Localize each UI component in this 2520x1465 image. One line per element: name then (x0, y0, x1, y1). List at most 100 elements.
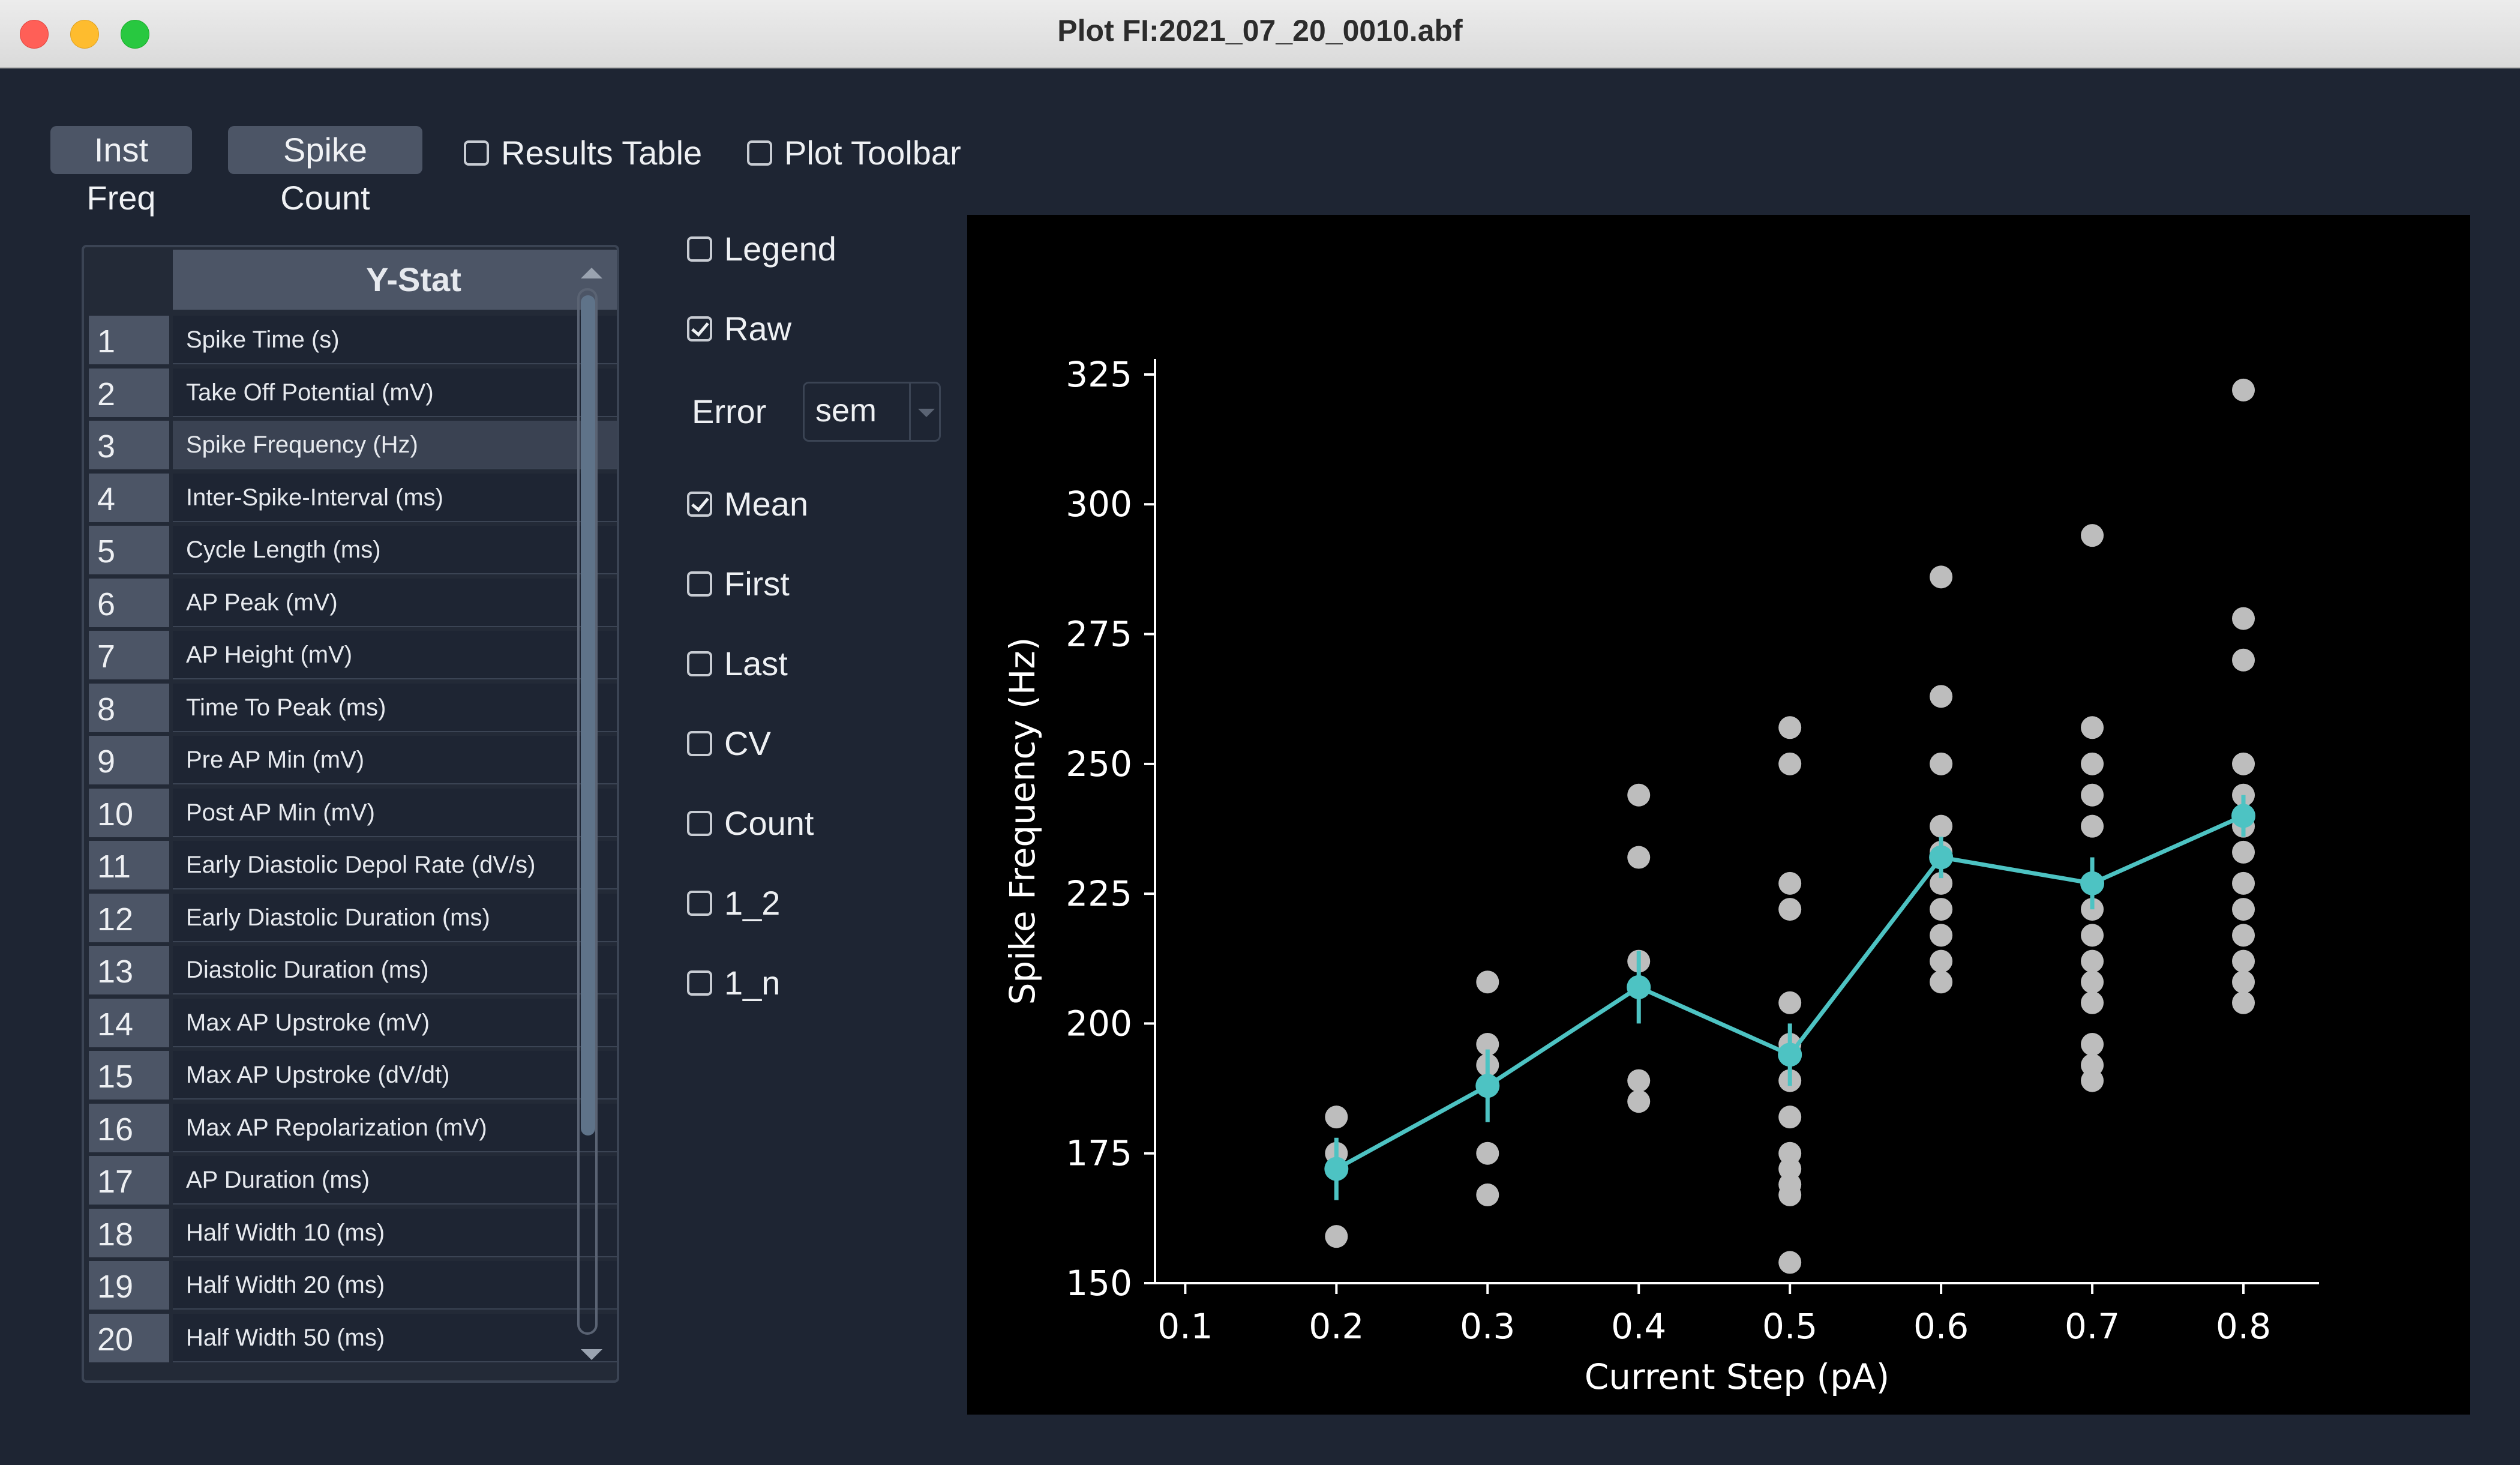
scroll-up-arrow-icon[interactable] (581, 268, 602, 278)
checkbox-box[interactable] (687, 810, 712, 836)
row-number[interactable]: 4 (89, 473, 169, 522)
raw-checkbox[interactable]: Raw (687, 309, 791, 348)
table-row[interactable]: 18 Half Width 10 (ms) (89, 1208, 617, 1262)
minimize-window-button[interactable] (70, 20, 99, 49)
scroll-down-arrow-icon[interactable] (581, 1349, 602, 1360)
row-number[interactable]: 14 (89, 998, 169, 1047)
row-stat-label[interactable]: Half Width 10 (ms) (173, 1208, 617, 1257)
one-two-checkbox[interactable]: 1_2 (687, 883, 780, 922)
row-number[interactable]: 18 (89, 1208, 169, 1257)
plot-toolbar-checkbox[interactable]: Plot Toolbar (747, 133, 961, 172)
checkbox-box[interactable] (687, 730, 712, 756)
row-stat-label[interactable]: Max AP Upstroke (mV) (173, 998, 617, 1047)
row-number[interactable]: 5 (89, 526, 169, 574)
row-number[interactable]: 6 (89, 578, 169, 627)
table-row[interactable]: 7 AP Height (mV) (89, 631, 617, 684)
table-row[interactable]: 2 Take Off Potential (mV) (89, 368, 617, 421)
row-number[interactable]: 17 (89, 1156, 169, 1205)
row-stat-label[interactable]: Time To Peak (ms) (173, 683, 617, 732)
row-stat-label[interactable]: AP Height (mV) (173, 631, 617, 679)
table-row[interactable]: 10 Post AP Min (mV) (89, 788, 617, 841)
scrollbar-track[interactable] (577, 288, 598, 1335)
row-number[interactable]: 12 (89, 893, 169, 942)
spike-count-button[interactable]: Spike Count (228, 126, 422, 217)
table-row[interactable]: 11 Early Diastolic Depol Rate (dV/s) (89, 841, 617, 894)
row-number[interactable]: 19 (89, 1261, 169, 1310)
mean-checkbox[interactable]: Mean (687, 484, 808, 523)
row-number[interactable]: 1 (89, 316, 169, 364)
row-stat-label[interactable]: Early Diastolic Depol Rate (dV/s) (173, 841, 617, 889)
table-row[interactable]: 4 Inter-Spike-Interval (ms) (89, 473, 617, 526)
row-stat-label[interactable]: Diastolic Duration (ms) (173, 946, 617, 994)
checkbox-box-checked[interactable] (687, 316, 712, 341)
row-stat-label[interactable]: Half Width 50 (ms) (173, 1313, 617, 1362)
table-row[interactable]: 13 Diastolic Duration (ms) (89, 946, 617, 999)
checkbox-box[interactable] (687, 571, 712, 597)
chevron-down-icon[interactable] (918, 409, 935, 417)
checkbox-box[interactable] (464, 140, 489, 166)
row-number[interactable]: 13 (89, 946, 169, 994)
one-n-checkbox[interactable]: 1_n (687, 963, 780, 1002)
table-row[interactable]: 3 Spike Frequency (Hz) (89, 421, 617, 474)
zoom-window-button[interactable] (121, 20, 149, 49)
table-row[interactable]: 5 Cycle Length (ms) (89, 526, 617, 579)
table-row[interactable]: 1 Spike Time (s) (89, 316, 617, 369)
checkbox-box[interactable] (687, 236, 712, 262)
table-row[interactable]: 6 AP Peak (mV) (89, 578, 617, 631)
row-number[interactable]: 11 (89, 841, 169, 889)
table-row[interactable]: 15 Max AP Upstroke (dV/dt) (89, 1051, 617, 1104)
row-number[interactable]: 20 (89, 1313, 169, 1362)
row-number[interactable]: 9 (89, 736, 169, 784)
row-stat-label[interactable]: Max AP Upstroke (dV/dt) (173, 1051, 617, 1100)
table-header[interactable]: Y-Stat (173, 250, 617, 310)
row-stat-label[interactable]: Spike Time (s) (173, 316, 617, 364)
checkbox-box[interactable] (747, 140, 772, 166)
count-checkbox[interactable]: Count (687, 804, 814, 843)
row-number[interactable]: 7 (89, 631, 169, 679)
fi-chart[interactable]: 0.1 0.2 0.3 0.4 0.5 0.6 0.7 0.8 150 175 200 225 250 2… (967, 215, 2470, 1415)
table-row[interactable]: 14 Max AP Upstroke (mV) (89, 998, 617, 1051)
row-number[interactable]: 8 (89, 683, 169, 732)
cv-checkbox[interactable]: CV (687, 724, 771, 763)
checkbox-label: 1_n (724, 964, 781, 1002)
scrollbar-thumb[interactable] (581, 295, 595, 1136)
row-stat-label[interactable]: Post AP Min (mV) (173, 788, 617, 837)
table-row[interactable]: 9 Pre AP Min (mV) (89, 736, 617, 789)
table-row[interactable]: 12 Early Diastolic Duration (ms) (89, 893, 617, 946)
checkbox-box[interactable] (687, 651, 712, 676)
checkbox-box[interactable] (687, 890, 712, 916)
row-stat-label[interactable]: Take Off Potential (mV) (173, 368, 617, 417)
row-stat-label[interactable]: Spike Frequency (Hz) (173, 421, 617, 469)
row-number[interactable]: 15 (89, 1051, 169, 1100)
table-row[interactable]: 16 Max AP Repolarization (mV) (89, 1103, 617, 1157)
row-number[interactable]: 10 (89, 788, 169, 837)
checkbox-box-checked[interactable] (687, 491, 712, 517)
table-row[interactable]: 8 Time To Peak (ms) (89, 683, 617, 736)
close-window-button[interactable] (20, 20, 49, 49)
row-stat-label[interactable]: Max AP Repolarization (mV) (173, 1103, 617, 1152)
inst-freq-button[interactable]: Inst Freq (50, 126, 192, 217)
row-stat-label[interactable]: AP Duration (ms) (173, 1156, 617, 1205)
row-stat-label[interactable]: Pre AP Min (mV) (173, 736, 617, 784)
row-stat-label[interactable]: Half Width 20 (ms) (173, 1261, 617, 1310)
row-stat-label[interactable]: AP Peak (mV) (173, 578, 617, 627)
results-table-checkbox[interactable]: Results Table (464, 133, 702, 172)
y-stat-table[interactable]: Y-Stat 1 Spike Time (s) 2 Take Off Potentia… (82, 245, 619, 1383)
row-number[interactable]: 2 (89, 368, 169, 417)
first-checkbox[interactable]: First (687, 564, 790, 603)
checkbox-label: Last (724, 645, 788, 682)
checkbox-box[interactable] (687, 970, 712, 996)
error-select[interactable]: sem (803, 382, 941, 442)
table-row[interactable]: 17 AP Duration (ms) (89, 1156, 617, 1209)
plot-area[interactable]: 0.1 0.2 0.3 0.4 0.5 0.6 0.7 0.8 150 175 200 225 250 2… (967, 215, 2470, 1415)
legend-checkbox[interactable]: Legend (687, 229, 836, 268)
table-row[interactable]: 19 Half Width 20 (ms) (89, 1261, 617, 1314)
row-stat-label[interactable]: Early Diastolic Duration (ms) (173, 893, 617, 942)
row-stat-label[interactable]: Inter-Spike-Interval (ms) (173, 473, 617, 522)
row-number[interactable]: 16 (89, 1103, 169, 1152)
table-row[interactable]: 20 Half Width 50 (ms) (89, 1313, 617, 1367)
last-checkbox[interactable]: Last (687, 644, 788, 683)
table-scrollbar[interactable] (575, 288, 601, 1335)
row-number[interactable]: 3 (89, 421, 169, 469)
row-stat-label[interactable]: Cycle Length (ms) (173, 526, 617, 574)
